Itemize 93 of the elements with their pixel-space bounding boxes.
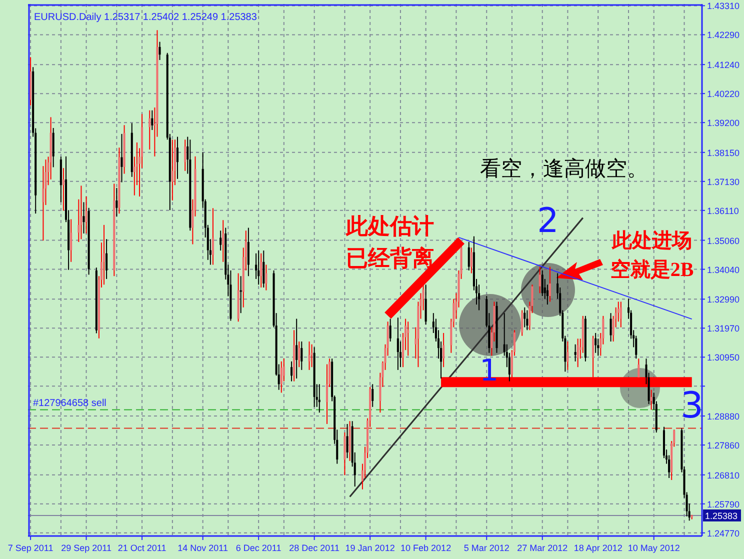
- candlestick: [247, 227, 250, 277]
- y-tick-label: 1.37130: [707, 176, 740, 187]
- y-tick-label: 1.32990: [707, 294, 740, 305]
- candlestick: [85, 196, 88, 234]
- candlestick: [442, 332, 445, 368]
- candlestick: [396, 317, 399, 370]
- candlestick: [576, 338, 579, 368]
- candlestick: [184, 139, 186, 172]
- candlestick: [240, 276, 242, 314]
- candlestick: [70, 218, 72, 262]
- y-tick-label: 1.39200: [707, 118, 740, 128]
- candlestick: [222, 220, 224, 262]
- candlestick: [389, 318, 392, 342]
- y-tick-label: 1.34040: [707, 264, 740, 275]
- x-tick-label: 27 Mar 2012: [517, 543, 568, 553]
- candlestick: [538, 266, 541, 294]
- candlestick: [151, 110, 154, 130]
- annotation: 3: [680, 386, 704, 427]
- candlestick: [372, 384, 374, 408]
- text: EURUSD.Daily 1.25317 1.25402 1.25249 1.25383: [34, 12, 258, 23]
- candlestick: [103, 224, 106, 286]
- candlestick: [470, 247, 472, 274]
- y-tick-label: 1.31970: [707, 324, 740, 334]
- candlestick: [106, 238, 108, 280]
- candlestick: [300, 341, 303, 370]
- candlestick: [171, 139, 174, 201]
- candlestick: [148, 110, 151, 150]
- ref-line-label: 1.25383: [705, 510, 738, 521]
- candlestick: [521, 310, 524, 336]
- x-tick-label: 19 Jan 2012: [345, 543, 395, 553]
- x-tick-label: 10 Feb 2012: [400, 543, 452, 553]
- candlestick: [650, 389, 652, 410]
- candlestick: [260, 252, 262, 288]
- candlestick: [258, 250, 260, 286]
- candlestick: [566, 341, 569, 370]
- candlestick: [62, 168, 64, 212]
- candlestick: [176, 136, 179, 180]
- annotation: 2: [537, 200, 559, 241]
- candlestick: [262, 250, 265, 288]
- candlestick: [308, 341, 310, 370]
- candlestick: [574, 344, 576, 362]
- candlestick: [220, 230, 222, 252]
- y-tick-label: 1.24770: [707, 528, 740, 538]
- y-tick-label: 1.26810: [707, 470, 740, 480]
- candlestick: [158, 41, 161, 61]
- candlestick: [265, 264, 268, 291]
- annotation: 此处进场空就是2B: [610, 230, 694, 281]
- x-tick-label: 5 Mar 2012: [464, 543, 510, 553]
- candlestick: [526, 310, 528, 331]
- candlestick: [548, 266, 551, 302]
- x-tick-label: 10 May 2012: [628, 543, 680, 553]
- candlestick: [310, 344, 313, 368]
- y-tick-label: 1.30950: [707, 352, 740, 363]
- ref-line-label: #127964658 sell: [33, 398, 106, 409]
- y-tick-label: 1.28880: [707, 412, 740, 422]
- candlestick: [594, 332, 597, 354]
- candlestick: [298, 341, 300, 368]
- y-tick-label: 1.41240: [707, 60, 740, 70]
- x-tick-label: 29 Sep 2011: [61, 543, 112, 553]
- candlestick: [610, 312, 612, 342]
- candlestick: [82, 202, 85, 234]
- x-tick-label: 18 Apr 2012: [574, 543, 622, 553]
- y-tick-label: 1.27860: [707, 440, 740, 451]
- x-tick-label: 14 Nov 2011: [178, 543, 228, 553]
- y-tick-label: 1.35060: [707, 236, 740, 246]
- candlestick: [80, 185, 82, 240]
- y-tick-label: 1.38150: [707, 148, 740, 158]
- candlestick: [52, 127, 54, 168]
- candlestick: [468, 241, 470, 271]
- candlestick: [407, 321, 410, 356]
- annotation: 此处估计已经背离: [345, 214, 434, 271]
- candlestick: [212, 208, 214, 266]
- x-tick-label: 7 Sep 2011: [8, 543, 54, 553]
- x-tick-label: 21 Oct 2011: [118, 543, 166, 553]
- candlestick: [620, 301, 622, 328]
- candlestick: [280, 360, 282, 394]
- candlestick: [344, 432, 346, 476]
- candlestick: [346, 423, 348, 459]
- candlestick: [541, 270, 544, 297]
- candlestick: [120, 133, 123, 183]
- y-tick-label: 1.40220: [707, 89, 740, 100]
- y-tick-label: 1.25790: [707, 499, 740, 510]
- candlestick: [296, 318, 298, 379]
- candlestick: [116, 187, 118, 217]
- y-tick-label: 1.43310: [707, 1, 740, 12]
- candlestick: [290, 360, 293, 382]
- x-tick-label: 6 Dec 2011: [236, 543, 282, 553]
- y-tick-label: 1.36110: [707, 206, 739, 216]
- y-tick-label: 1.42290: [707, 30, 740, 40]
- candlestick: [524, 306, 526, 328]
- annotation: 看空，逢高做空。: [480, 157, 648, 180]
- candlestick: [424, 284, 427, 325]
- x-tick-label: 28 Dec 2011: [289, 543, 340, 553]
